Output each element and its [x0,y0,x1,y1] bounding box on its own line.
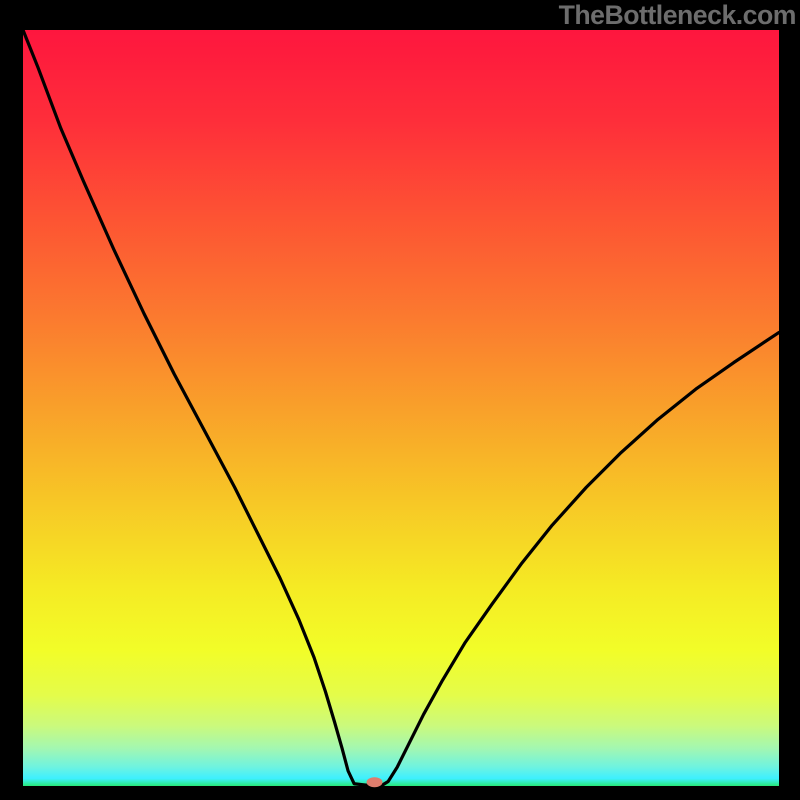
optimal-point-marker [367,777,383,787]
plot-gradient-background [23,30,779,786]
watermark-text: TheBottleneck.com [559,0,800,31]
